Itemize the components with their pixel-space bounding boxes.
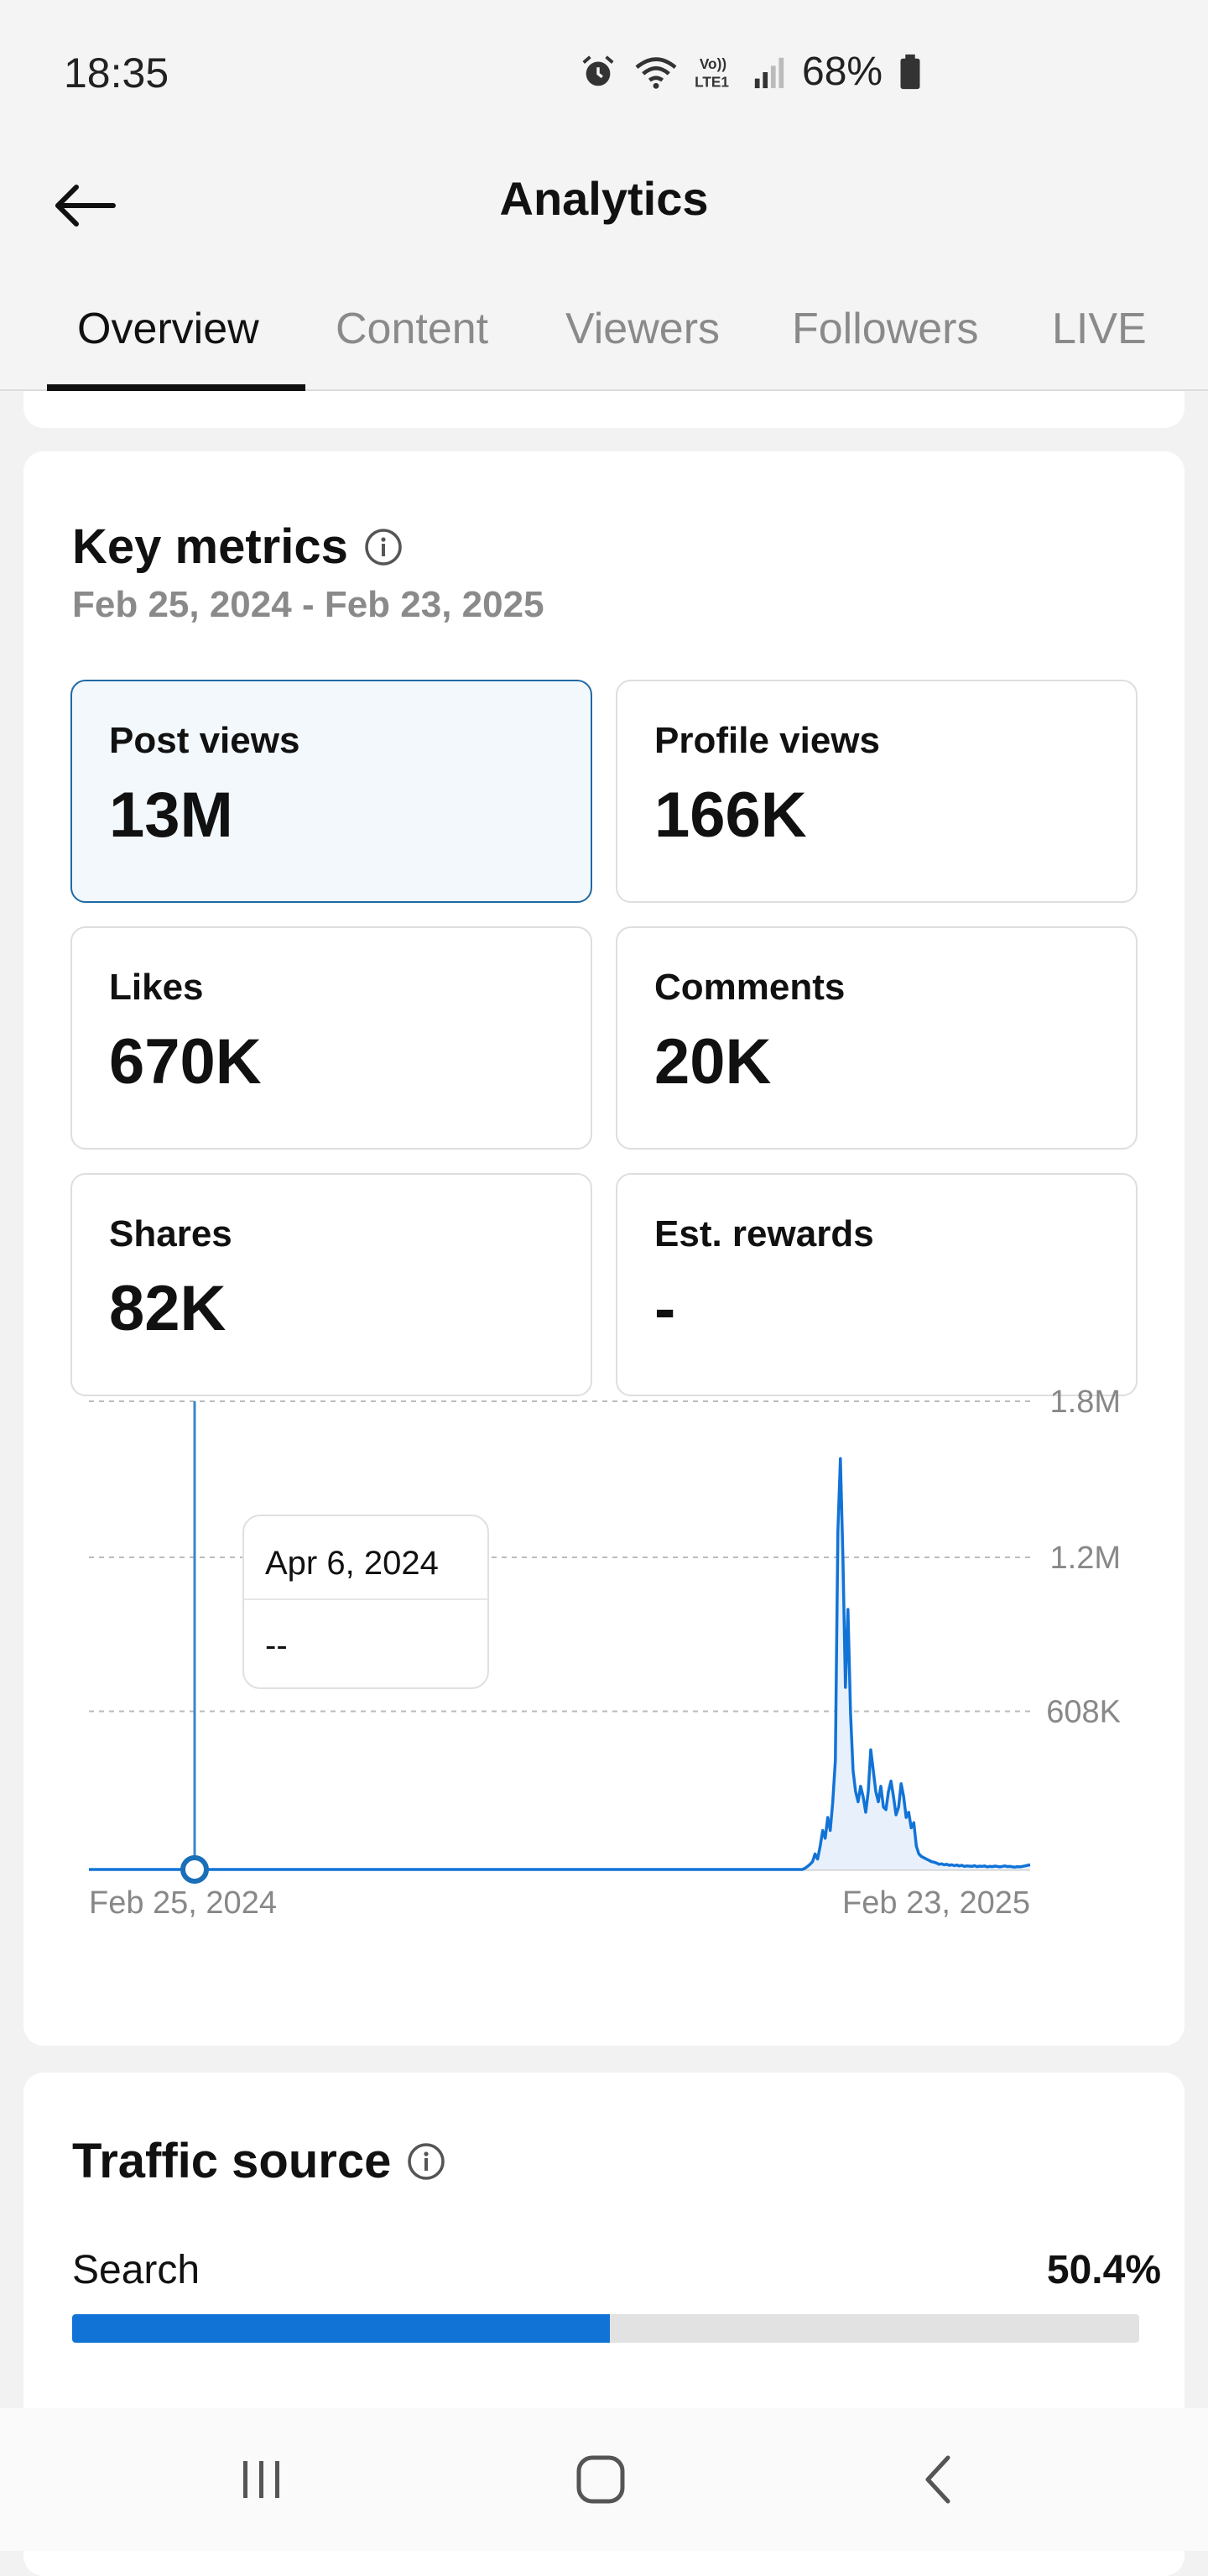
metric-label: Likes xyxy=(109,967,204,1008)
metric-value: 670K xyxy=(109,1026,262,1098)
system-nav-bar xyxy=(0,2408,1208,2551)
status-bar: 18:35 Vo)) LTE1 68% xyxy=(0,0,1208,143)
svg-text:Vo)): Vo)) xyxy=(700,55,726,72)
traffic-source-title: Traffic source xyxy=(72,2133,446,2189)
metric-label: Post views xyxy=(109,720,300,761)
tab-followers[interactable]: Followers xyxy=(792,305,979,353)
traffic-source-heading: Traffic source xyxy=(72,2134,392,2188)
key-metrics-title: Key metrics xyxy=(72,519,404,575)
tooltip-box xyxy=(242,1515,489,1689)
home-button[interactable] xyxy=(559,2442,643,2517)
metric-likes[interactable]: Likes 670K xyxy=(70,926,592,1150)
chart-cursor-point[interactable] xyxy=(180,1855,209,1884)
traffic-row-value: 50.4% xyxy=(1046,2248,1161,2292)
traffic-row-label: Search xyxy=(72,2248,200,2292)
signal-icon xyxy=(754,57,784,88)
status-icons: Vo)) LTE1 68% xyxy=(579,49,923,95)
nav-back-button[interactable] xyxy=(896,2442,980,2517)
battery-percent: 68% xyxy=(802,50,883,94)
recent-apps-icon xyxy=(243,2461,279,2498)
metric-value: 20K xyxy=(654,1026,772,1098)
tab-viewers[interactable]: Viewers xyxy=(565,305,721,353)
metric-label: Comments xyxy=(654,967,846,1008)
tab-live[interactable]: LIVE xyxy=(1052,305,1147,353)
tooltip-date: Apr 6, 2024 xyxy=(265,1545,439,1582)
volte-icon: Vo)) LTE1 xyxy=(695,55,729,90)
x-tick-start: Feb 25, 2024 xyxy=(89,1885,277,1921)
metric-comments[interactable]: Comments 20K xyxy=(616,926,1138,1150)
traffic-bar-track xyxy=(72,2314,1139,2343)
recent-apps-button[interactable] xyxy=(220,2442,304,2517)
header: Analytics xyxy=(0,143,1208,269)
traffic-bar-fill xyxy=(72,2314,611,2343)
x-tick-end: Feb 23, 2025 xyxy=(842,1885,1030,1921)
metric-profile-views[interactable]: Profile views 166K xyxy=(616,680,1138,903)
status-time: 18:35 xyxy=(64,50,169,96)
nav-back-icon xyxy=(925,2455,950,2504)
y-tick-1.2m: 1.2M xyxy=(1050,1541,1121,1576)
tab-bar: Overview Content Viewers Followers LIVE xyxy=(0,269,1208,391)
metric-value: 13M xyxy=(109,780,233,851)
date-range: Feb 25, 2024 - Feb 23, 2025 xyxy=(72,584,544,625)
views-area xyxy=(89,1458,1030,1869)
y-tick-608k: 608K xyxy=(1046,1695,1121,1730)
metric-post-views[interactable]: Post views 13M xyxy=(70,680,592,903)
back-arrow-icon xyxy=(55,185,116,227)
metric-label: Est. rewards xyxy=(654,1213,874,1254)
metric-value: 166K xyxy=(654,780,807,851)
home-icon xyxy=(576,2455,625,2504)
y-tick-1.8m: 1.8M xyxy=(1050,1384,1121,1420)
wifi-icon xyxy=(635,56,677,89)
metric-value: 82K xyxy=(109,1273,226,1344)
info-icon[interactable] xyxy=(406,2141,446,2182)
alarm-icon xyxy=(582,55,614,86)
page-title: Analytics xyxy=(499,172,709,225)
chart-tooltip: Apr 6, 2024 -- xyxy=(242,1515,489,1689)
battery-icon xyxy=(900,54,920,89)
tab-overview[interactable]: Overview xyxy=(77,305,259,353)
svg-text:LTE1: LTE1 xyxy=(695,73,729,90)
back-button[interactable] xyxy=(47,168,122,243)
metric-est-rewards[interactable]: Est. rewards - xyxy=(616,1173,1138,1396)
post-views-chart[interactable]: 1.8M 1.2M 608K Apr 6, 2024 -- Feb 25, 20… xyxy=(23,1358,1185,1945)
tooltip-value: -- xyxy=(265,1627,288,1664)
key-metrics-card: Key metrics Feb 25, 2024 - Feb 23, 2025 … xyxy=(23,451,1185,2046)
previous-card-bottom xyxy=(23,391,1185,428)
metric-label: Profile views xyxy=(654,720,881,761)
tab-content[interactable]: Content xyxy=(336,305,489,353)
tabs-scroll-fade xyxy=(1141,269,1208,389)
key-metrics-heading: Key metrics xyxy=(72,519,348,574)
views-line xyxy=(89,1457,1031,1871)
metric-value: - xyxy=(654,1273,676,1344)
metric-shares[interactable]: Shares 82K xyxy=(70,1173,592,1396)
info-icon[interactable] xyxy=(363,527,404,567)
active-tab-indicator xyxy=(47,384,305,391)
metric-label: Shares xyxy=(109,1213,232,1254)
